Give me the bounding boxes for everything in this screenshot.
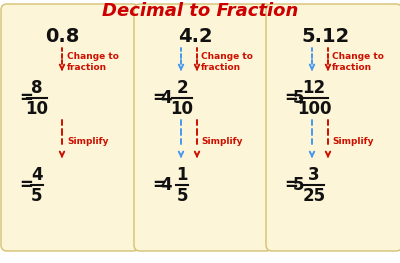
Text: =: = [284, 176, 298, 194]
Text: Change to
fraction: Change to fraction [201, 52, 253, 72]
Text: Simplify: Simplify [201, 137, 242, 146]
FancyBboxPatch shape [134, 4, 272, 251]
Text: 25: 25 [302, 187, 326, 205]
Text: 5: 5 [292, 89, 304, 107]
Text: =: = [152, 176, 166, 194]
FancyBboxPatch shape [266, 4, 400, 251]
Text: 4.2: 4.2 [178, 27, 212, 45]
Text: 12: 12 [302, 79, 326, 97]
Text: =: = [19, 176, 33, 194]
Text: =: = [19, 89, 33, 107]
Text: 10: 10 [170, 100, 194, 118]
Text: 1: 1 [176, 166, 188, 184]
Text: Simplify: Simplify [332, 137, 374, 146]
Text: 4: 4 [31, 166, 43, 184]
Text: 5: 5 [31, 187, 43, 205]
Text: 8: 8 [31, 79, 43, 97]
FancyBboxPatch shape [1, 4, 139, 251]
Text: Simplify: Simplify [67, 137, 108, 146]
Text: Decimal to Fraction: Decimal to Fraction [102, 2, 298, 20]
Text: 100: 100 [297, 100, 331, 118]
Text: 5: 5 [176, 187, 188, 205]
Text: Change to
fraction: Change to fraction [332, 52, 384, 72]
Text: 10: 10 [26, 100, 48, 118]
Text: 0.8: 0.8 [45, 27, 79, 45]
Text: 5.12: 5.12 [302, 27, 350, 45]
Text: =: = [284, 89, 298, 107]
Text: Change to
fraction: Change to fraction [67, 52, 119, 72]
Text: 2: 2 [176, 79, 188, 97]
Text: 5: 5 [292, 176, 304, 194]
Text: =: = [152, 89, 166, 107]
Text: 4: 4 [160, 89, 172, 107]
Text: 4: 4 [160, 176, 172, 194]
Text: 3: 3 [308, 166, 320, 184]
